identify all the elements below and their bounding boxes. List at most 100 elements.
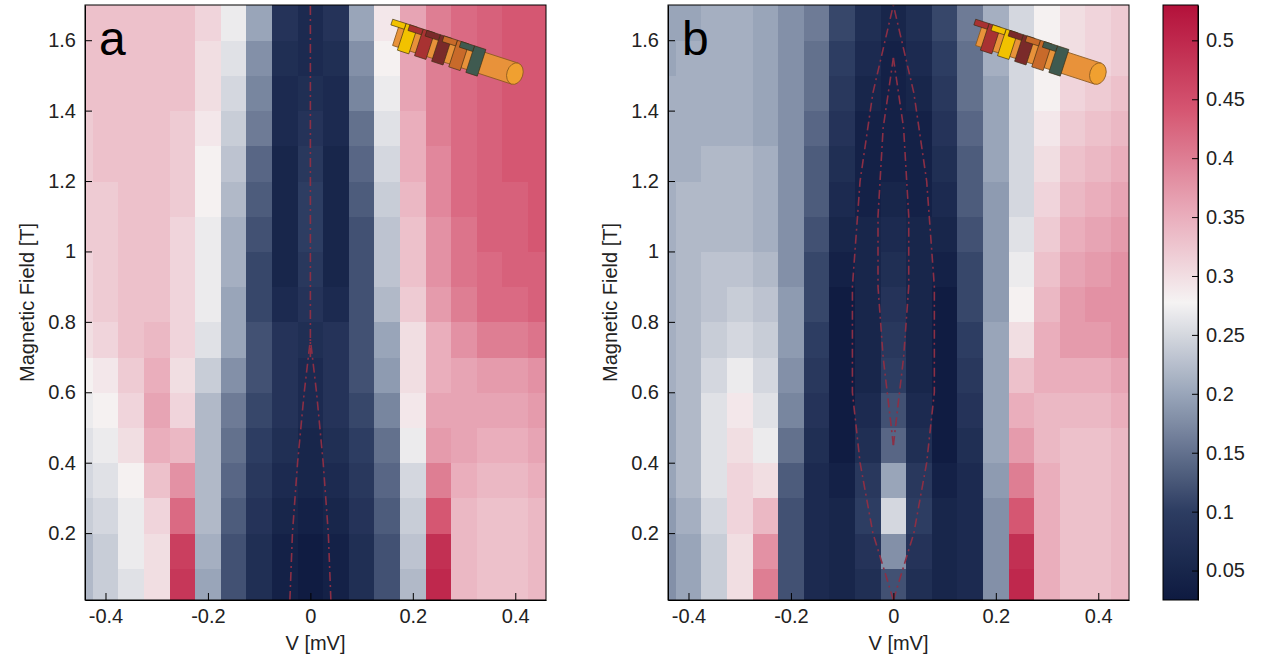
heatmap-cell bbox=[502, 111, 528, 147]
colorbar bbox=[1163, 5, 1198, 600]
icon-lead bbox=[974, 19, 989, 29]
heatmap-cell bbox=[1009, 216, 1035, 252]
heatmap-cell bbox=[451, 251, 477, 287]
heatmap-cell bbox=[855, 251, 881, 287]
heatmap-cell bbox=[668, 568, 676, 600]
heatmap-cell bbox=[502, 463, 528, 499]
heatmap-cell bbox=[957, 392, 983, 428]
heatmap-cell bbox=[701, 357, 727, 393]
heatmap-cell bbox=[118, 216, 144, 252]
heatmap-cell bbox=[502, 5, 528, 41]
heatmap-cell bbox=[1009, 287, 1035, 323]
heatmap-cell bbox=[195, 5, 221, 41]
heatmap-cell bbox=[374, 533, 400, 569]
heatmap-cell bbox=[451, 427, 477, 463]
heatmap-cell bbox=[323, 322, 349, 358]
heatmap-cell bbox=[1009, 357, 1035, 393]
heatmap-cell bbox=[323, 146, 349, 182]
heatmap-cell bbox=[221, 75, 247, 111]
heatmap-cell bbox=[957, 181, 983, 217]
heatmap-cell bbox=[727, 392, 753, 428]
heatmap-cell bbox=[1085, 498, 1111, 534]
heatmap-cell bbox=[349, 498, 375, 534]
y-tick-label: 0.6 bbox=[48, 381, 76, 403]
heatmap-cell bbox=[932, 146, 958, 182]
heatmap-cell bbox=[676, 568, 702, 600]
heatmap-cell bbox=[85, 392, 93, 428]
heatmap-cell bbox=[451, 75, 477, 111]
heatmap-cell bbox=[85, 5, 93, 41]
heatmap-cell bbox=[195, 533, 221, 569]
heatmap-cell bbox=[727, 111, 753, 147]
heatmap-cell bbox=[668, 40, 676, 76]
heatmap-cell bbox=[778, 463, 804, 499]
heatmap-cell bbox=[881, 463, 907, 499]
heatmap-cell bbox=[502, 427, 528, 463]
icon-lead bbox=[1042, 41, 1057, 51]
heatmap-cell bbox=[400, 216, 426, 252]
heatmap-cell bbox=[349, 111, 375, 147]
heatmap-cell bbox=[701, 463, 727, 499]
colorbar-tick-label: 0.3 bbox=[1206, 265, 1234, 287]
heatmap-cell bbox=[957, 533, 983, 569]
heatmap-cell bbox=[983, 75, 1009, 111]
icon-lead bbox=[391, 19, 406, 29]
heatmap-cell bbox=[1085, 287, 1111, 323]
heatmap-cell bbox=[323, 181, 349, 217]
heatmap-cell bbox=[477, 5, 503, 41]
heatmap-cell bbox=[400, 322, 426, 358]
heatmap-cell bbox=[118, 463, 144, 499]
heatmap-cell bbox=[426, 357, 452, 393]
heatmap-cell bbox=[701, 181, 727, 217]
heatmap-cell bbox=[349, 427, 375, 463]
x-tick: -0.2 bbox=[774, 593, 808, 627]
axis-line bbox=[669, 600, 1130, 601]
colorbar-tick: 0.3 bbox=[1192, 265, 1234, 287]
x-tick-label: -0.2 bbox=[774, 605, 808, 627]
heatmap-cell bbox=[246, 5, 272, 41]
heatmap-cell bbox=[855, 216, 881, 252]
heatmap-cell bbox=[727, 5, 753, 41]
heatmap-cell bbox=[221, 287, 247, 323]
heatmap-cell bbox=[881, 146, 907, 182]
heatmap-cell bbox=[701, 533, 727, 569]
colorbar-tick-label: 0.5 bbox=[1206, 29, 1234, 51]
heatmap-cell bbox=[676, 357, 702, 393]
heatmap-cell bbox=[426, 533, 452, 569]
panel-letter: a bbox=[99, 12, 126, 65]
heatmap-cell bbox=[1009, 251, 1035, 287]
device-icon bbox=[384, 19, 527, 89]
heatmap-cell bbox=[272, 568, 298, 600]
heatmap-cell bbox=[668, 75, 676, 111]
heatmap-cell bbox=[85, 463, 93, 499]
heatmap-cell bbox=[451, 111, 477, 147]
heatmap-cell bbox=[221, 568, 247, 600]
heatmap-cell bbox=[323, 216, 349, 252]
y-tick-label: 1.6 bbox=[631, 29, 659, 51]
heatmap-cell bbox=[93, 533, 119, 569]
x-tick: -0.4 bbox=[672, 593, 706, 627]
colorbar-tick-label: 0.1 bbox=[1206, 501, 1234, 523]
heatmap-cell bbox=[451, 322, 477, 358]
heatmap-cell bbox=[1060, 322, 1086, 358]
heatmap-cell bbox=[349, 216, 375, 252]
heatmap-cell bbox=[246, 357, 272, 393]
y-tick: 0.4 bbox=[631, 452, 675, 474]
colorbar-tick: 0.45 bbox=[1192, 88, 1245, 110]
heatmap-cell bbox=[1034, 568, 1060, 600]
heatmap-cell bbox=[983, 533, 1009, 569]
heatmap-cell bbox=[298, 533, 324, 569]
heatmap-cell bbox=[957, 251, 983, 287]
heatmap-cell bbox=[451, 498, 477, 534]
heatmap-cell bbox=[144, 427, 170, 463]
heatmap-cell bbox=[1111, 533, 1129, 569]
heatmap-cell bbox=[528, 568, 546, 600]
x-tick-label: 0.4 bbox=[502, 605, 530, 627]
heatmap-cell bbox=[272, 357, 298, 393]
heatmap-cell bbox=[1111, 40, 1129, 76]
heatmap-cell bbox=[668, 463, 676, 499]
heatmap-cell bbox=[85, 75, 93, 111]
plot-frame bbox=[668, 5, 1129, 600]
heatmap-cell bbox=[881, 181, 907, 217]
heatmap-cell bbox=[778, 146, 804, 182]
